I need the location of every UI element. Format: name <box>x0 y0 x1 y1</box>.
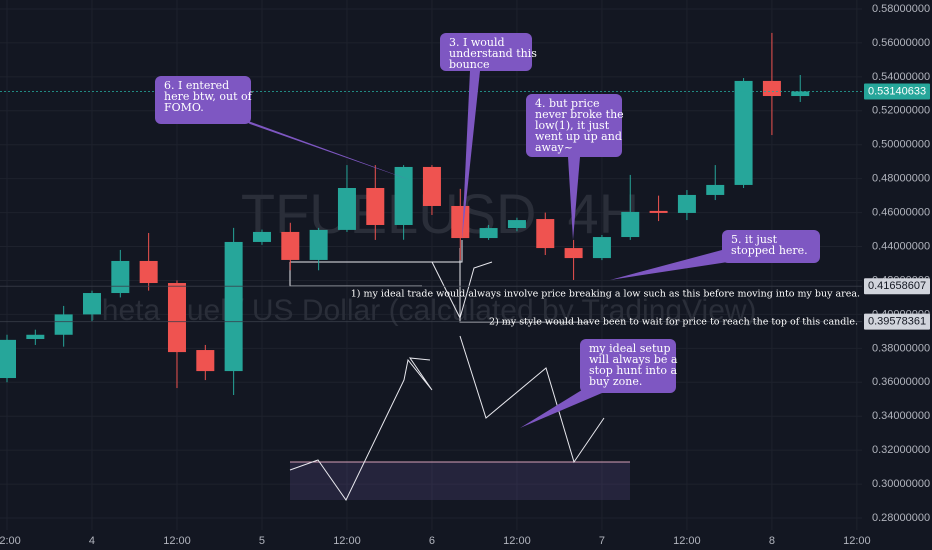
candle-body <box>536 219 555 249</box>
candle-body <box>82 293 101 315</box>
candle-body <box>394 166 413 225</box>
callout-box <box>580 339 676 393</box>
price-label: 0.53140633 <box>868 85 926 97</box>
callout-text: low(1), it just <box>535 119 610 132</box>
plot <box>0 32 862 396</box>
callout-box <box>722 230 820 263</box>
x-tick-label: 12:00 <box>843 535 871 547</box>
price-label: 0.41658607 <box>868 280 926 292</box>
callout-pointer <box>520 385 602 428</box>
candle-body <box>791 91 810 97</box>
candle-body <box>507 220 526 229</box>
candle-body <box>592 237 611 259</box>
candle-body <box>224 241 243 372</box>
callout-box <box>155 76 251 124</box>
candle-body <box>252 231 271 242</box>
candle-body <box>309 229 328 260</box>
callout-pointer <box>462 71 480 240</box>
candle-body <box>196 350 215 372</box>
callout-text: here btw, out of <box>164 90 253 103</box>
candle-body <box>167 283 186 353</box>
candle-body <box>281 231 300 260</box>
note-text: 1) my ideal trade would always involve p… <box>351 289 860 300</box>
callout-text: stopped here. <box>731 244 808 257</box>
candle-body <box>479 228 498 239</box>
y-tick-label: 0.36000000 <box>872 376 930 388</box>
path-sketch-1 <box>289 357 433 501</box>
y-tick-label: 0.44000000 <box>872 240 930 252</box>
x-tick-label: 6 <box>429 535 435 547</box>
path-sketch-2 <box>431 261 493 320</box>
price-label: 0.39578361 <box>868 315 926 327</box>
x-tick-label: 12:00 <box>163 535 191 547</box>
y-tick-label: 0.50000000 <box>872 139 930 151</box>
callout-text: stop hunt into a <box>589 364 678 377</box>
callout-text: 3. I would <box>449 36 505 49</box>
callout-box <box>440 33 532 71</box>
x-tick-label: 12:00 <box>503 535 531 547</box>
y-tick-label: 0.46000000 <box>872 207 930 219</box>
callout-text: never broke the <box>535 108 624 121</box>
callout-text: understand this <box>449 47 537 60</box>
y-tick-label: 0.28000000 <box>872 512 930 524</box>
buy-zone <box>290 462 630 500</box>
price-label-box <box>864 278 930 295</box>
candle-body <box>734 80 753 185</box>
x-tick-label: 4 <box>89 535 95 547</box>
axes: 0.58000000 0.56000000 0.54000000 0.52000000… <box>0 3 930 547</box>
candle-body <box>564 248 583 259</box>
callout-pointer <box>240 118 410 180</box>
candle-body <box>451 205 470 239</box>
y-tick-label: 0.58000000 <box>872 3 930 15</box>
callout-text: went up up and <box>535 130 622 143</box>
y-tick-label: 0.38000000 <box>872 342 930 354</box>
y-tick-label: 0.52000000 <box>872 105 930 117</box>
candle-body <box>621 211 640 238</box>
callout-text: bounce <box>449 58 490 71</box>
candle-body <box>366 187 385 225</box>
note-text: 2) my style would have been to wait for … <box>489 317 858 328</box>
callout-pointer <box>568 157 580 240</box>
callout-text: away~ <box>535 141 573 154</box>
x-tick-label: 12:00 <box>333 535 361 547</box>
candle-body <box>762 80 781 97</box>
candle-body <box>649 210 668 213</box>
candle-body <box>0 339 16 379</box>
candle-body <box>26 334 45 340</box>
candle-body <box>54 314 73 335</box>
x-tick-label: 7 <box>599 535 605 547</box>
candle-body <box>337 187 356 230</box>
callout-pointer <box>610 250 728 280</box>
candle-body <box>111 260 130 294</box>
callout-text: 4. but price <box>535 97 600 110</box>
candle-body <box>706 184 725 195</box>
callout-text: FOMO. <box>164 101 204 114</box>
callout-box <box>526 94 622 157</box>
x-tick-label: 8 <box>769 535 775 547</box>
y-tick-label: 0.34000000 <box>872 410 930 422</box>
candle-body <box>677 194 696 213</box>
callout-text: will always be a <box>589 353 678 366</box>
callout-text: buy zone. <box>589 375 642 388</box>
y-tick-label: 0.30000000 <box>872 478 930 490</box>
callout-text: 5. it just <box>731 233 778 246</box>
price-label-box <box>864 313 930 330</box>
candle-body <box>422 166 441 206</box>
x-tick-label: 5 <box>259 535 265 547</box>
y-tick-label: 0.48000000 <box>872 173 930 185</box>
candle-body <box>139 260 158 284</box>
callout-text: 6. I entered <box>164 79 229 92</box>
y-tick-label: 0.32000000 <box>872 444 930 456</box>
low-line <box>290 240 463 263</box>
path-sketch-3 <box>459 335 605 464</box>
y-tick-label: 0.56000000 <box>872 37 930 49</box>
x-tick-label: 12:00 <box>673 535 701 547</box>
callout-text: my ideal setup <box>589 342 671 355</box>
price-label-box <box>864 83 930 100</box>
x-tick-label: 12:00 <box>0 535 21 547</box>
y-tick-label: 0.54000000 <box>872 71 930 83</box>
